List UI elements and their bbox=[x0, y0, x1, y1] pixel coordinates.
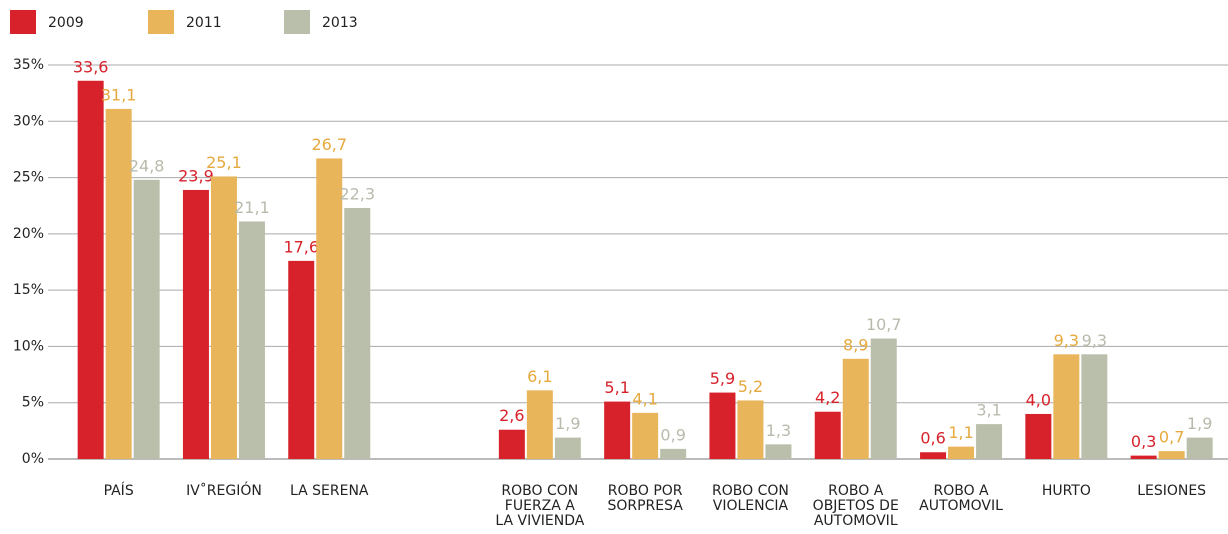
value-label: 4,2 bbox=[815, 388, 840, 407]
x-tick-label: PAÍS bbox=[103, 483, 134, 499]
bar bbox=[842, 358, 869, 459]
bar bbox=[77, 80, 104, 459]
y-tick-label: 30% bbox=[13, 113, 44, 129]
bar bbox=[765, 444, 792, 459]
x-tick-label: ROBO POR SORPRESA bbox=[607, 483, 683, 514]
bar bbox=[1025, 413, 1052, 459]
bar bbox=[498, 429, 525, 459]
x-tick-label: ROBO A OBJETOS DE AUTOMOVIL bbox=[812, 483, 899, 529]
bar bbox=[948, 446, 975, 459]
bar bbox=[344, 207, 371, 459]
x-tick-label: ROBO A AUTOMOVIL bbox=[919, 483, 1003, 514]
value-label: 2,6 bbox=[499, 406, 524, 425]
x-tick-label: LA SERENA bbox=[289, 483, 369, 499]
bar bbox=[210, 176, 237, 459]
bar bbox=[1053, 354, 1080, 459]
value-label: 4,1 bbox=[632, 389, 657, 408]
bar bbox=[182, 189, 209, 459]
value-label: 17,6 bbox=[283, 237, 319, 256]
value-label: 9,3 bbox=[1054, 331, 1079, 350]
value-label: 6,1 bbox=[527, 367, 552, 386]
bar bbox=[133, 179, 160, 459]
value-label: 8,9 bbox=[843, 335, 868, 354]
y-tick-label: 20% bbox=[13, 226, 44, 242]
value-label: 5,9 bbox=[710, 369, 735, 388]
legend-swatch bbox=[284, 10, 310, 34]
bar bbox=[814, 411, 841, 459]
x-tick-label: LESIONES bbox=[1137, 483, 1207, 499]
y-tick-label: 15% bbox=[13, 282, 44, 298]
value-label: 25,1 bbox=[206, 153, 242, 172]
value-label: 0,6 bbox=[920, 429, 945, 448]
value-label: 10,7 bbox=[866, 315, 902, 334]
value-label: 0,7 bbox=[1159, 428, 1184, 447]
value-label: 21,1 bbox=[234, 198, 270, 217]
bar bbox=[238, 221, 265, 459]
bar bbox=[1186, 437, 1213, 459]
bar bbox=[660, 448, 687, 459]
bar bbox=[920, 452, 947, 459]
bar bbox=[604, 401, 631, 459]
value-label: 24,8 bbox=[129, 156, 165, 175]
y-tick-label: 35% bbox=[13, 57, 44, 73]
y-tick-label: 25% bbox=[13, 170, 44, 186]
legend-label: 2013 bbox=[322, 15, 358, 31]
bar bbox=[632, 412, 659, 459]
value-label: 1,9 bbox=[1187, 414, 1212, 433]
x-tick-label: IV˚REGIÓN bbox=[186, 483, 262, 499]
value-label: 1,9 bbox=[555, 414, 580, 433]
bar bbox=[526, 390, 553, 459]
bar bbox=[1158, 451, 1185, 459]
bar bbox=[737, 400, 764, 459]
bar bbox=[709, 392, 736, 459]
bar bbox=[976, 424, 1003, 459]
x-tick-label: HURTO bbox=[1041, 483, 1091, 499]
bar bbox=[316, 158, 343, 460]
bar bbox=[1081, 354, 1108, 459]
x-tick-label: ROBO CON FUERZA A LA VIVIENDA bbox=[495, 483, 585, 529]
value-label: 33,6 bbox=[73, 57, 109, 76]
bar bbox=[554, 437, 581, 459]
value-label: 3,1 bbox=[976, 401, 1001, 420]
value-label: 5,2 bbox=[738, 377, 763, 396]
value-label: 1,1 bbox=[948, 423, 973, 442]
legend-label: 2011 bbox=[186, 15, 222, 31]
value-label: 9,3 bbox=[1082, 331, 1107, 350]
y-tick-label: 10% bbox=[13, 338, 44, 354]
y-tick-label: 5% bbox=[22, 395, 44, 411]
value-label: 5,1 bbox=[604, 378, 629, 397]
legend-label: 2009 bbox=[48, 15, 84, 31]
y-tick-label: 0% bbox=[22, 451, 44, 467]
value-label: 0,9 bbox=[660, 425, 685, 444]
bar bbox=[870, 338, 897, 459]
x-tick-label: ROBO CON VIOLENCIA bbox=[712, 483, 789, 514]
bar bbox=[288, 260, 315, 459]
bar bbox=[105, 108, 132, 459]
value-label: 26,7 bbox=[311, 135, 347, 154]
bar bbox=[1130, 455, 1157, 459]
value-label: 22,3 bbox=[339, 184, 375, 203]
legend-swatch bbox=[148, 10, 174, 34]
value-label: 31,1 bbox=[101, 85, 137, 104]
value-label: 23,9 bbox=[178, 166, 214, 185]
legend-swatch bbox=[10, 10, 36, 34]
value-label: 0,3 bbox=[1131, 432, 1156, 451]
value-label: 4,0 bbox=[1026, 390, 1051, 409]
value-label: 1,3 bbox=[766, 421, 791, 440]
